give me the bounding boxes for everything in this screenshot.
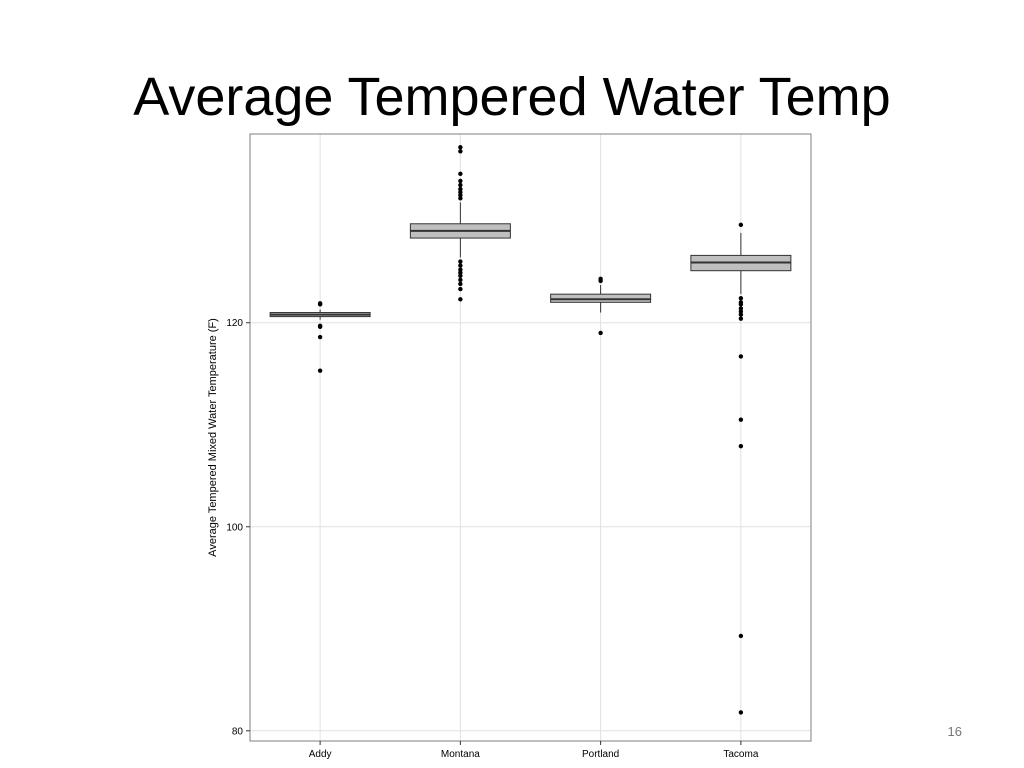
x-tick-label-tacoma: Tacoma: [723, 749, 758, 760]
axes: Average Tempered Mixed Water Temperature…: [207, 318, 759, 760]
y-tick-label-80: 80: [232, 726, 244, 737]
outlier-point-montana-16: [458, 286, 463, 292]
outlier-point-montana-17: [458, 297, 463, 302]
outlier-point-tacoma-9: [738, 417, 744, 422]
outlier-point-tacoma-5: [738, 309, 744, 314]
slide-title: Average Tempered Water Temp: [133, 67, 891, 127]
grid-lines: [250, 134, 811, 741]
outlier-point-montana-13: [458, 273, 463, 279]
outlier-point-montana-0: [458, 145, 463, 150]
outlier-point-montana-6: [458, 189, 463, 195]
outlier-point-montana-3: [458, 178, 463, 184]
outlier-point-addy-4: [317, 334, 323, 340]
outlier-point-montana-7: [458, 193, 463, 198]
outlier-point-tacoma-7: [738, 316, 744, 321]
x-tick-label-montana: Montana: [441, 749, 480, 760]
outlier-point-montana-5: [458, 186, 463, 192]
outlier-point-tacoma-4: [738, 306, 744, 311]
plot-panel-border: [249, 133, 812, 742]
plot-panel-background: [250, 134, 811, 741]
outlier-point-montana-15: [458, 281, 463, 287]
outlier-point-montana-1: [458, 149, 463, 154]
outlier-point-addy-5: [317, 368, 323, 373]
outlier-point-tacoma-12: [738, 710, 744, 715]
outlier-point-tacoma-1: [738, 296, 744, 301]
x-tick-label-portland: Portland: [582, 749, 619, 760]
y-tick-label-120: 120: [226, 318, 243, 329]
outlier-point-tacoma-3: [738, 302, 744, 307]
outlier-point-tacoma-11: [738, 633, 744, 639]
outlier-point-montana-9: [458, 259, 463, 264]
outlier-point-addy-3: [317, 324, 323, 330]
outlier-point-montana-2: [458, 171, 463, 176]
outlier-point-portland-2: [598, 330, 603, 336]
outlier-point-montana-12: [458, 270, 463, 275]
outlier-point-montana-10: [458, 263, 463, 268]
outlier-point-portland-1: [598, 278, 603, 284]
outlier-point-tacoma-0: [738, 222, 744, 227]
outlier-point-montana-4: [458, 182, 463, 188]
boxes: [269, 202, 792, 320]
outlier-point-addy-1: [317, 301, 323, 306]
outlier-point-tacoma-8: [738, 354, 744, 359]
y-tick-label-100: 100: [226, 522, 243, 533]
outlier-point-tacoma-6: [738, 312, 744, 317]
slide-number: 16: [947, 724, 962, 739]
outlier-point-montana-8: [458, 196, 463, 201]
outlier-point-tacoma-10: [738, 443, 744, 449]
outlier-point-montana-14: [458, 277, 463, 283]
y-axis-title: Average Tempered Mixed Water Temperature…: [207, 318, 219, 557]
outlier-point-montana-11: [458, 267, 463, 272]
box-portland: [550, 293, 652, 303]
x-tick-label-addy: Addy: [309, 749, 332, 760]
outlier-points: [317, 145, 744, 715]
